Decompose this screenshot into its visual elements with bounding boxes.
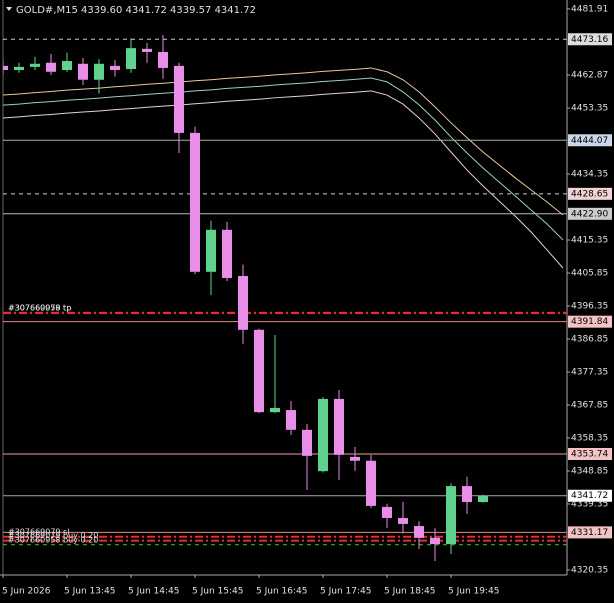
candle-body: [3, 65, 8, 71]
x-tick-label: 5 Jun 2026: [2, 587, 51, 597]
price-label-box: [568, 207, 612, 220]
x-tick-label: 5 Jun 16:45: [256, 587, 307, 597]
y-tick-label: 4367.85: [571, 400, 608, 410]
price-label-box: [568, 489, 612, 502]
order-label: #307660958 buy 0.20: [8, 535, 98, 544]
y-tick-label: 4434.35: [571, 170, 608, 180]
candle-body: [350, 456, 360, 461]
candle-body: [334, 398, 344, 455]
y-tick-label: 4358.35: [571, 433, 608, 443]
candle-body: [430, 537, 440, 545]
candle-body: [238, 275, 248, 330]
candle-body: [94, 63, 104, 80]
y-tick-label: 4339.35: [571, 499, 608, 509]
y-tick-label: 4453.35: [571, 104, 608, 114]
order-label: #307660958 tp: [8, 304, 71, 313]
x-tick-label: 5 Jun 18:45: [384, 587, 435, 597]
x-tick-label: 5 Jun 19:45: [448, 587, 499, 597]
moving-average: [3, 90, 564, 269]
candle-body: [366, 460, 376, 506]
x-tick-label: 5 Jun 13:45: [64, 587, 115, 597]
candle-body: [14, 66, 24, 71]
price-label: 4422.90: [571, 209, 608, 219]
candle-body: [398, 518, 408, 524]
price-label: 4353.74: [571, 450, 608, 460]
candle-body: [222, 229, 232, 279]
y-tick-label: 4415.35: [571, 236, 608, 246]
x-tick-label: 5 Jun 14:45: [128, 587, 179, 597]
price-label-box: [568, 526, 612, 539]
candle-body: [254, 329, 264, 413]
order-label: #307669079 buy 0.20: [8, 531, 98, 540]
candle-body: [142, 48, 152, 52]
candle-body: [318, 398, 328, 472]
y-tick-label: 4320.35: [571, 565, 608, 575]
candle-body: [206, 229, 216, 272]
candle-body: [126, 48, 136, 69]
x-tick-label: 5 Jun 17:45: [320, 587, 371, 597]
price-label-box: [568, 33, 612, 46]
chart-header: GOLD#,M15 4339.60 4341.72 4339.57 4341.7…: [16, 5, 256, 16]
price-label-box: [568, 134, 612, 147]
moving-average: [3, 77, 564, 241]
price-label: 4473.16: [571, 35, 608, 45]
price-label-box: [568, 187, 612, 200]
y-tick-label: 4405.85: [571, 269, 608, 279]
y-tick-label: 4462.87: [571, 70, 608, 80]
x-tick-label: 5 Jun 15:45: [192, 587, 243, 597]
candle-body: [62, 60, 72, 71]
candle-body: [270, 407, 280, 413]
order-label: #307669079 sl: [8, 527, 69, 536]
candle-body: [158, 51, 168, 68]
candle-body: [414, 526, 424, 538]
y-tick-label: 4377.35: [571, 368, 608, 378]
price-label: 4391.84: [571, 317, 608, 327]
candle-body: [446, 486, 456, 545]
price-label-box: [568, 315, 612, 328]
price-label-box: [568, 448, 612, 461]
candle-body: [46, 62, 56, 72]
price-label: 4428.65: [571, 189, 608, 199]
price-label: 4444.07: [571, 136, 608, 146]
candle-body: [174, 65, 184, 133]
candle-body: [462, 486, 472, 503]
candle-body: [302, 429, 312, 456]
candle-body: [190, 132, 200, 272]
candle-body: [30, 63, 40, 67]
y-tick-label: 4481.91: [571, 4, 608, 14]
y-tick-label: 4386.85: [571, 335, 608, 345]
candle-body: [478, 495, 488, 503]
price-label: 4331.17: [571, 528, 608, 538]
candle-body: [286, 410, 296, 430]
y-tick-label: 4396.35: [571, 302, 608, 312]
y-tick-label: 4348.85: [571, 466, 608, 476]
price-label: 4341.72: [571, 491, 608, 501]
candle-body: [382, 506, 392, 519]
plot-area: [3, 34, 567, 562]
order-label: #307669079 tp: [8, 303, 71, 312]
candle-body: [78, 63, 88, 80]
collapse-icon[interactable]: [6, 7, 12, 11]
candle-body: [110, 65, 120, 71]
